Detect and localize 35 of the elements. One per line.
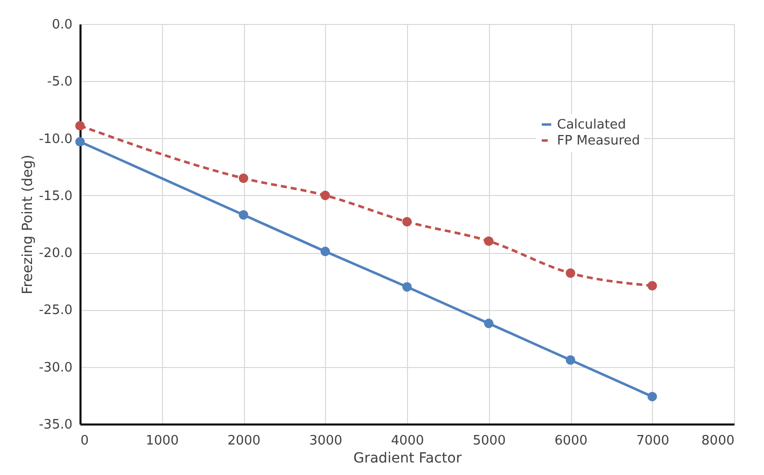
x-tick-label: 2000 bbox=[227, 434, 261, 448]
x-tick-label: 3000 bbox=[309, 434, 342, 448]
y-tick-label: -15.0 bbox=[38, 188, 72, 204]
y-tick-label: -10.0 bbox=[38, 132, 72, 147]
x-tick-label: 6000 bbox=[554, 434, 588, 448]
y-axis-title: Freezing Point (deg) bbox=[20, 154, 36, 294]
y-tick-label: -20.0 bbox=[38, 246, 72, 262]
point bbox=[238, 174, 248, 184]
point bbox=[75, 136, 85, 146]
point bbox=[238, 210, 248, 220]
point bbox=[648, 392, 657, 402]
y-tick-label: 0.0 bbox=[52, 18, 72, 32]
y-tick-label: -35.0 bbox=[38, 418, 72, 432]
y-tick-label: -25.0 bbox=[38, 303, 72, 318]
point bbox=[484, 236, 494, 246]
point bbox=[320, 246, 330, 256]
x-tick-label: 5000 bbox=[472, 434, 506, 448]
y-tick-label: -5.0 bbox=[47, 74, 72, 90]
legend-label: Calculated bbox=[557, 118, 626, 132]
x-tick-label: 0 bbox=[80, 434, 89, 448]
point bbox=[320, 190, 330, 200]
point bbox=[566, 355, 576, 365]
point bbox=[75, 120, 85, 130]
y-tick-label: -30.0 bbox=[38, 360, 72, 376]
x-tick-label: 1000 bbox=[146, 434, 179, 448]
point bbox=[402, 216, 412, 226]
point bbox=[484, 318, 494, 328]
x-tick-label: 8000 bbox=[701, 434, 734, 448]
x-tick-label: 4000 bbox=[390, 434, 424, 448]
x-axis-title: Gradient Factor bbox=[353, 450, 462, 466]
legend-label: FP Measured bbox=[557, 134, 640, 148]
point bbox=[648, 280, 657, 290]
x-tick-label: 7000 bbox=[636, 434, 670, 448]
point bbox=[402, 282, 412, 292]
point bbox=[566, 268, 576, 278]
